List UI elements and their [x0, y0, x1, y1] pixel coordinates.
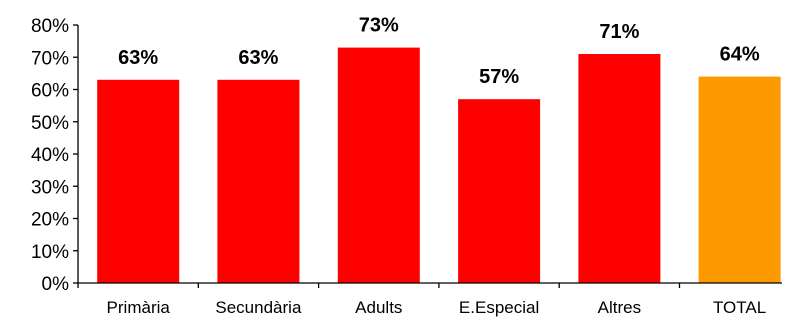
y-tick-label-8: 80%: [31, 16, 69, 37]
bar-5: [698, 76, 781, 283]
data-label-3: 57%: [479, 66, 519, 88]
data-label-4: 71%: [599, 21, 639, 43]
x-tick-label-1: Secundària: [215, 298, 302, 317]
data-label-5: 64%: [720, 44, 760, 66]
y-tick-label-3: 30%: [31, 177, 69, 198]
x-tick-label-4: Altres: [598, 298, 641, 317]
bar-3: [458, 99, 541, 283]
y-tick-label-6: 60%: [31, 81, 69, 102]
bar-1: [217, 79, 300, 283]
y-tick-label-2: 20%: [31, 210, 69, 231]
x-tick-label-2: Adults: [355, 298, 402, 317]
x-tick-label-5: TOTAL: [713, 298, 766, 317]
y-tick-label-5: 50%: [31, 113, 69, 134]
data-label-0: 63%: [118, 47, 158, 69]
bar-0: [97, 79, 180, 283]
x-tick-label-3: E.Especial: [459, 298, 539, 317]
data-label-1: 63%: [238, 47, 278, 69]
y-tick-label-4: 40%: [31, 145, 69, 166]
bar-2: [337, 47, 420, 283]
data-label-2: 73%: [359, 15, 399, 37]
y-tick-label-7: 70%: [31, 48, 69, 69]
y-tick-label-1: 10%: [31, 242, 69, 263]
x-tick-label-0: Primària: [107, 298, 171, 317]
bar-4: [578, 54, 661, 283]
y-tick-label-0: 0%: [42, 274, 70, 295]
